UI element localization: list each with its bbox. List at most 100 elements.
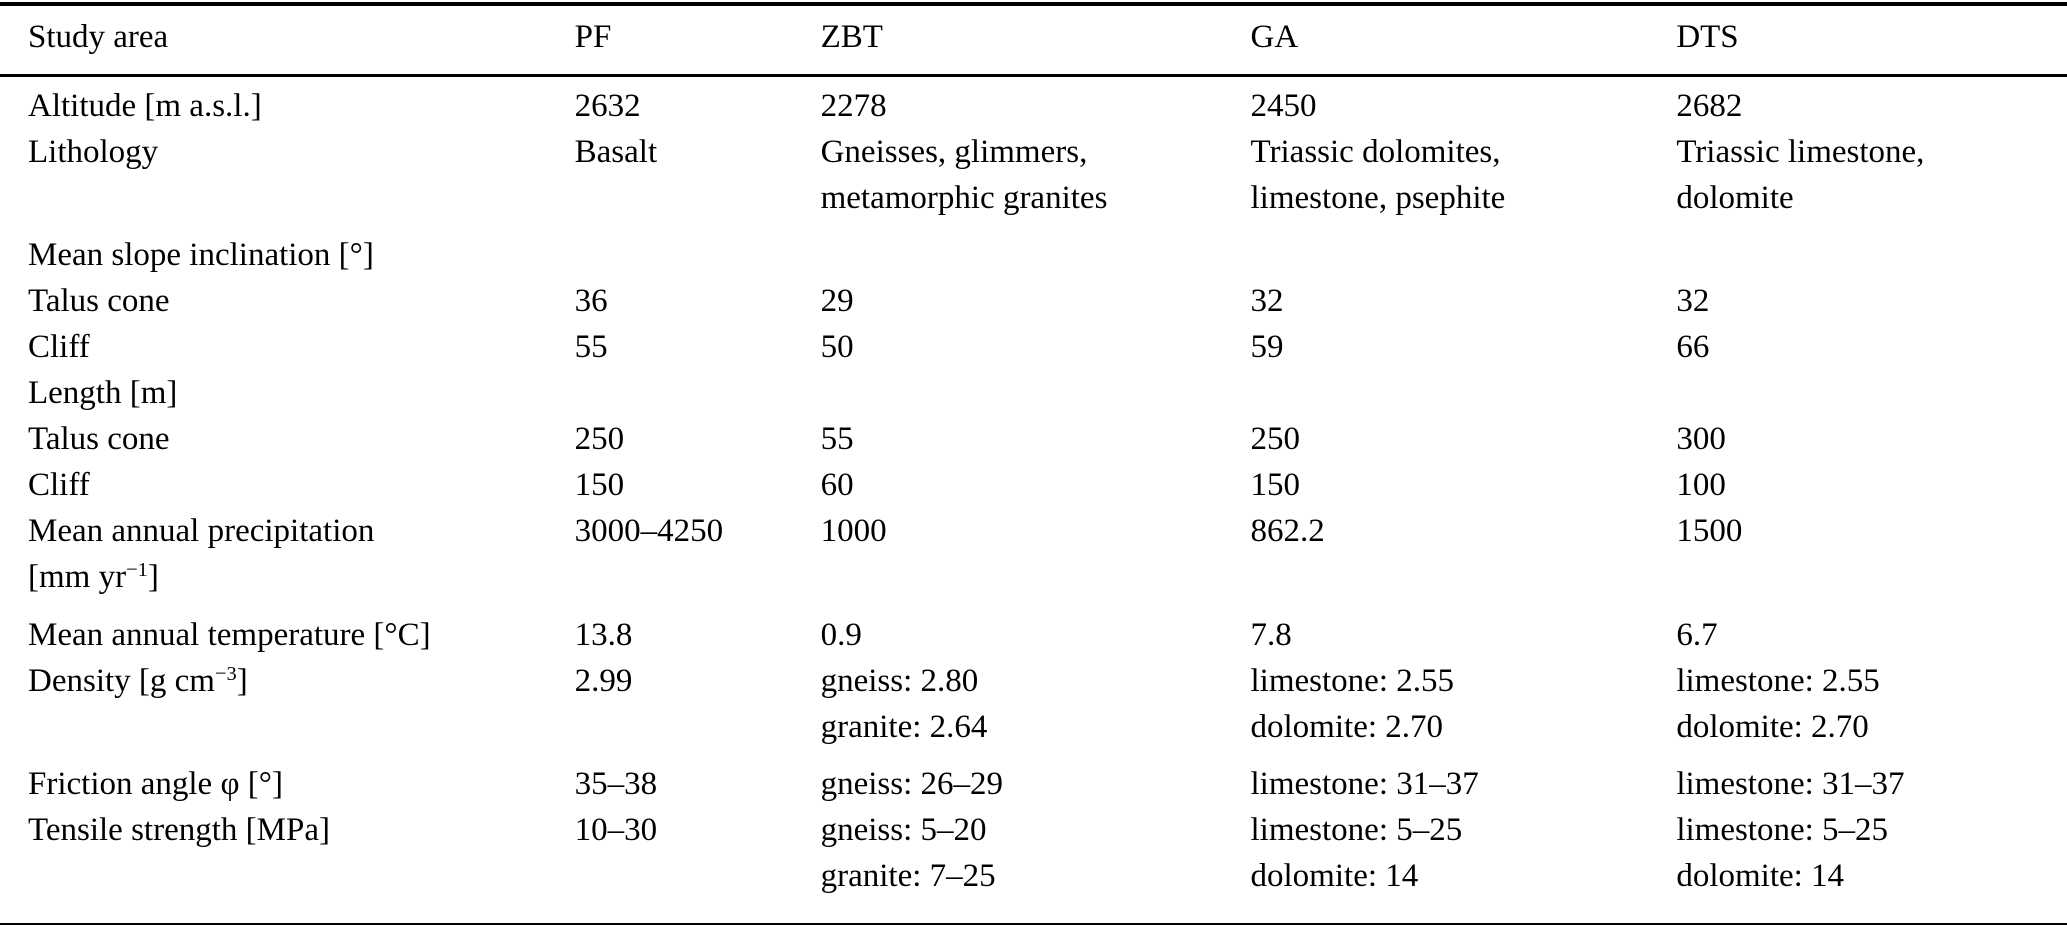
cell-line: Triassic limestone,: [1676, 134, 1925, 170]
cell-line: Mean annual temperature [°C]: [28, 617, 431, 653]
cell-line: Length [m]: [28, 375, 178, 411]
cell-line: limestone: 5–25: [1250, 812, 1463, 848]
value-cell-ga: limestone: 2.55 dolomite: 2.70: [1251, 658, 1677, 750]
row-label-cell: Mean slope inclination [°]: [0, 221, 575, 278]
cell-line: 2.99: [574, 663, 633, 699]
cell-line: granite: 7–25: [820, 858, 996, 894]
cell-line: gneiss: 2.80: [820, 663, 979, 699]
value-cell-dts: [1676, 370, 2067, 416]
value-cell-pf: 2.99: [575, 658, 821, 750]
cell-line: 60: [820, 467, 854, 503]
column-header-ga: GA: [1250, 4, 1677, 77]
cell-line: GA: [1250, 19, 1299, 55]
cell-line: dolomite: 2.70: [1250, 709, 1444, 745]
cell-line: gneiss: 5–20: [820, 812, 987, 848]
table-row: Talus cone 250 55 250 300: [0, 416, 2067, 462]
cell-line: limestone: 31–37: [1250, 766, 1479, 802]
cell-line: [mm yr−1]: [28, 558, 159, 595]
value-cell-dts: [1676, 221, 2067, 278]
value-cell-zbt: 60: [821, 462, 1251, 508]
value-cell-zbt: gneiss: 5–20 granite: 7–25: [821, 807, 1251, 925]
value-cell-dts: 2682: [1676, 76, 2067, 130]
cell-line: 300: [1676, 421, 1726, 457]
value-cell-zbt: [821, 370, 1251, 416]
value-cell-ga: limestone: 31–37: [1251, 750, 1677, 807]
table-row: Friction angle φ [°] 35–38 gneiss: 26–29 li…: [0, 750, 2067, 807]
cell-line: Friction angle φ [°]: [28, 766, 283, 802]
row-label-cell: Cliff: [0, 462, 575, 508]
table-row: Tensile strength [MPa] 10–30 gneiss: 5–20 g…: [0, 807, 2067, 925]
table-row: Density [g cm−3] 2.99 gneiss: 2.80 granite:…: [0, 658, 2067, 750]
cell-line: 35–38: [574, 766, 658, 802]
value-cell-ga: 32: [1251, 278, 1677, 324]
cell-line: limestone, psephite: [1250, 180, 1506, 216]
cell-line: limestone: 31–37: [1676, 766, 1905, 802]
cell-line: PF: [574, 19, 612, 55]
table-row: Mean slope inclination [°]: [0, 221, 2067, 278]
cell-line: Talus cone: [28, 283, 170, 319]
value-cell-zbt: 2278: [821, 76, 1251, 130]
table-row: Lithology Basalt Gneisses, glimmers, metamo…: [0, 129, 2067, 221]
value-cell-dts: Triassic limestone, dolomite: [1676, 129, 2067, 221]
column-header-study-area: Study area: [0, 4, 575, 77]
value-cell-dts: limestone: 5–25 dolomite: 14: [1676, 807, 2067, 925]
value-cell-ga: 2450: [1251, 76, 1677, 130]
cell-line: Mean slope inclination [°]: [28, 237, 374, 273]
value-cell-zbt: 50: [821, 324, 1251, 370]
cell-line: Cliff: [28, 329, 90, 365]
value-cell-ga: 150: [1251, 462, 1677, 508]
cell-line: Tensile strength [MPa]: [28, 812, 330, 848]
table-row: Altitude [m a.s.l.] 2632 2278 2450 2682: [0, 76, 2067, 130]
cell-line: 2278: [820, 88, 887, 124]
row-label-cell: Talus cone: [0, 278, 575, 324]
value-cell-dts: limestone: 2.55 dolomite: 2.70: [1676, 658, 2067, 750]
cell-line: limestone: 2.55: [1676, 663, 1880, 699]
cell-line: 32: [1676, 283, 1710, 319]
cell-line: gneiss: 26–29: [820, 766, 1004, 802]
row-label-cell: Mean annual temperature [°C]: [0, 600, 575, 658]
row-label-cell: Lithology: [0, 129, 575, 221]
cell-line: 66: [1676, 329, 1710, 365]
row-label-cell: Density [g cm−3]: [0, 658, 575, 750]
cell-line: Gneisses, glimmers,: [820, 134, 1088, 170]
table-row: Mean annual temperature [°C] 13.8 0.9 7.8 6.…: [0, 600, 2067, 658]
value-cell-pf: 2632: [575, 76, 821, 130]
value-cell-zbt: 55: [821, 416, 1251, 462]
cell-line: 2682: [1676, 88, 1743, 124]
value-cell-dts: limestone: 31–37: [1676, 750, 2067, 807]
cell-line: ZBT: [820, 19, 883, 55]
column-header-zbt: ZBT: [820, 4, 1251, 77]
value-cell-ga: 250: [1251, 416, 1677, 462]
cell-line: dolomite: 2.70: [1676, 709, 1869, 745]
value-cell-ga: 7.8: [1251, 600, 1677, 658]
cell-line: Lithology: [28, 134, 159, 170]
cell-line: 13.8: [574, 617, 633, 653]
value-cell-dts: 6.7: [1676, 600, 2067, 658]
value-cell-ga: [1251, 221, 1677, 278]
cell-line: 1000: [820, 513, 887, 549]
value-cell-zbt: [821, 221, 1251, 278]
cell-line: Study area: [28, 19, 169, 55]
value-cell-dts: 300: [1676, 416, 2067, 462]
cell-line: DTS: [1676, 19, 1739, 55]
cell-line: Cliff: [28, 467, 90, 503]
cell-line: 1500: [1676, 513, 1743, 549]
cell-line: 862.2: [1250, 513, 1325, 549]
cell-line: 3000–4250: [574, 513, 724, 549]
column-header-dts: DTS: [1676, 4, 2067, 77]
superscript: −1: [126, 558, 148, 581]
value-cell-pf: 55: [575, 324, 821, 370]
cell-line: Mean annual precipitation: [28, 513, 375, 549]
value-cell-dts: 66: [1676, 324, 2067, 370]
value-cell-zbt: 0.9: [821, 600, 1251, 658]
row-label-cell: Talus cone: [0, 416, 575, 462]
table-header: Study area PF ZBT GA DTS: [0, 4, 2067, 77]
row-label-cell: Mean annual precipitation [mm yr−1]: [0, 508, 575, 600]
cell-line: 59: [1250, 329, 1284, 365]
table-body: Altitude [m a.s.l.] 2632 2278 2450 2682 Litho…: [0, 76, 2067, 925]
cell-line: dolomite: 14: [1676, 858, 1845, 894]
superscript: −3: [214, 662, 237, 685]
value-cell-dts: 32: [1676, 278, 2067, 324]
